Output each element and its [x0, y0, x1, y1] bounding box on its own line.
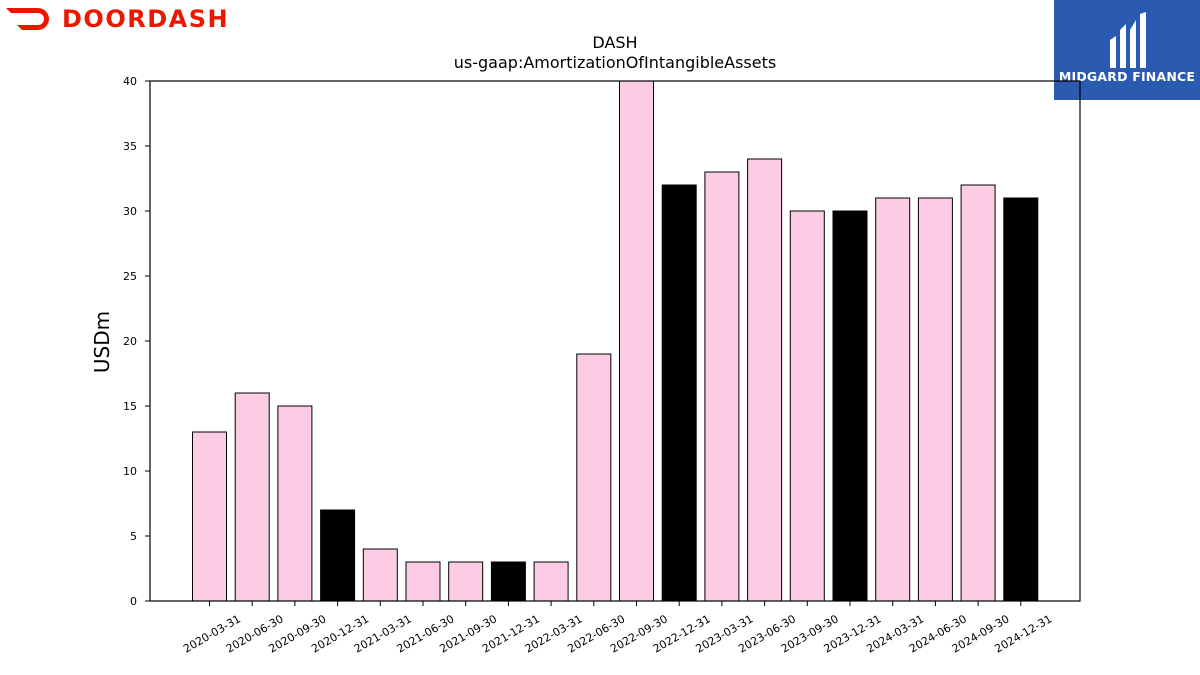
- y-tick-label: 30: [123, 205, 137, 218]
- bar-2020-09-30: [277, 405, 313, 602]
- y-tick-label: 0: [130, 595, 137, 608]
- midgard-finance-logo: MIDGARD FINANCE: [1054, 0, 1200, 100]
- y-axis: 0 5 10 15 20 25 30 35 40: [123, 75, 150, 608]
- bar-2021-03-31: [362, 548, 398, 602]
- midgard-emblem-icon: [1110, 12, 1146, 68]
- bar-2023-06-30: [747, 158, 783, 602]
- bar-2020-06-30: [234, 392, 270, 602]
- bar-2022-09-30: [619, 80, 654, 602]
- bar-2022-03-31: [533, 561, 569, 602]
- bar-2023-03-31: [704, 171, 740, 602]
- bar-2022-06-30: [576, 353, 612, 602]
- bar-2024-06-30: [917, 197, 953, 602]
- doordash-logo: DOORDASH: [4, 2, 229, 36]
- bar-2021-09-30: [448, 561, 484, 602]
- y-tick-label: 40: [123, 75, 137, 88]
- doordash-dash-icon: [6, 8, 49, 30]
- bar-2020-03-31: [192, 431, 227, 602]
- y-tick-label: 35: [123, 140, 137, 153]
- chart-title: DASH: [592, 33, 637, 52]
- bars-group: [192, 80, 1039, 602]
- y-tick-label: 20: [123, 335, 137, 348]
- y-tick-label: 15: [123, 400, 137, 413]
- partner-name: MIDGARD FINANCE: [1058, 69, 1196, 84]
- y-tick-label: 5: [130, 530, 137, 543]
- chart-subtitle: us-gaap:AmortizationOfIntangibleAssets: [454, 53, 776, 72]
- bar-2020-12-31: [320, 509, 356, 602]
- bar-2021-12-31: [490, 561, 526, 602]
- bar-2024-12-31: [1003, 197, 1039, 602]
- y-tick-label: 10: [123, 465, 137, 478]
- bar-2024-09-30: [960, 184, 996, 602]
- bar-2022-12-31: [661, 184, 697, 602]
- bar-2023-09-30: [789, 210, 825, 602]
- x-axis: 2020-03-312020-06-302020-09-302020-12-31…: [181, 601, 1054, 656]
- brand-name: DOORDASH: [62, 5, 230, 33]
- bar-2024-03-31: [875, 197, 911, 602]
- bar-2023-12-31: [832, 210, 868, 602]
- y-axis-label: USDm: [90, 311, 114, 373]
- bar-2021-06-30: [405, 561, 441, 602]
- y-tick-label: 25: [123, 270, 137, 283]
